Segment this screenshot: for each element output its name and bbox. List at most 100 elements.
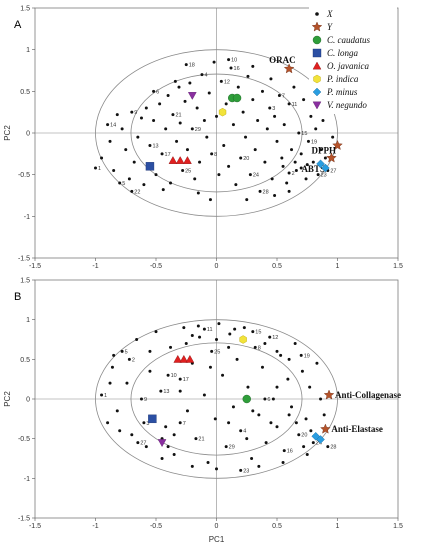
x-point bbox=[108, 139, 112, 143]
x-point bbox=[315, 361, 319, 365]
x-tick-label: -1 bbox=[92, 523, 98, 530]
sample-marker-c-longa bbox=[145, 162, 155, 171]
x-point bbox=[112, 169, 116, 172]
x-point bbox=[206, 460, 210, 464]
y-tick-label: 0 bbox=[26, 131, 30, 138]
x-point bbox=[309, 114, 313, 118]
legend-label-v-negundo: V. negundo bbox=[327, 100, 367, 110]
x-point bbox=[202, 327, 206, 331]
x-point bbox=[142, 421, 146, 425]
x-point bbox=[287, 189, 291, 193]
legend: XY C. caudatus C. longa O. javanica P. indic… bbox=[309, 6, 397, 114]
sample-marker-p-minus bbox=[316, 435, 325, 444]
x-point bbox=[287, 357, 291, 361]
x-point bbox=[239, 156, 243, 160]
x-point bbox=[321, 119, 325, 122]
x-point-number: 11 bbox=[292, 102, 298, 108]
x-point-number: 16 bbox=[287, 449, 293, 455]
x-point bbox=[275, 349, 279, 353]
x-point bbox=[256, 119, 260, 122]
x-point-number: 3 bbox=[146, 421, 149, 427]
y-tick-label: 1.5 bbox=[20, 6, 30, 13]
x-point-number: 1 bbox=[104, 393, 107, 399]
x-point bbox=[287, 413, 291, 417]
x-point bbox=[166, 94, 170, 97]
x-point-number: 19 bbox=[311, 139, 317, 145]
x-point-number: 17 bbox=[165, 152, 171, 158]
x-point bbox=[299, 353, 303, 357]
x-point bbox=[287, 171, 291, 175]
x-point-number: 25 bbox=[185, 169, 191, 175]
x-point-number: 5 bbox=[125, 349, 128, 355]
legend-label-p-minus: P. minus bbox=[326, 87, 358, 97]
x-point bbox=[132, 160, 136, 164]
y-variable-star bbox=[320, 423, 331, 434]
sample-marker-p-minus bbox=[316, 159, 325, 169]
x-point bbox=[322, 413, 326, 417]
x-point bbox=[169, 181, 173, 185]
x-point bbox=[160, 457, 164, 460]
x-point bbox=[148, 349, 152, 353]
legend-c-longa-marker bbox=[312, 48, 322, 58]
sample-marker-c-caudatus bbox=[242, 394, 251, 404]
x-point-number: 21 bbox=[198, 437, 204, 443]
x-point bbox=[331, 135, 335, 139]
x-point bbox=[172, 453, 176, 457]
x-point-number: 16 bbox=[234, 66, 240, 72]
sample-marker-o-javanica bbox=[183, 156, 192, 164]
x-point bbox=[248, 173, 252, 177]
x-point bbox=[294, 421, 298, 425]
legend-v-negundo-marker bbox=[312, 101, 322, 110]
x-point bbox=[257, 464, 261, 468]
x-point-number: 22 bbox=[134, 189, 140, 195]
x-point bbox=[305, 453, 309, 457]
x-point bbox=[219, 79, 223, 83]
x-point-number: 27 bbox=[140, 441, 146, 447]
y-variable-star bbox=[283, 63, 295, 74]
x-point bbox=[106, 421, 110, 425]
x-point bbox=[299, 152, 303, 156]
legend-label-c-caudatus: C. caudatus bbox=[327, 35, 370, 45]
x-point bbox=[154, 173, 158, 177]
x-point bbox=[302, 445, 306, 449]
x-point bbox=[127, 357, 131, 361]
x-point-number: 28 bbox=[330, 445, 336, 451]
x-point bbox=[227, 164, 231, 168]
x-point bbox=[231, 123, 235, 127]
y-variable-label: Anti-Elastase bbox=[331, 424, 383, 434]
y-variable-star bbox=[332, 139, 343, 150]
sample-marker-p-indica bbox=[239, 335, 247, 344]
inner-ellipse bbox=[130, 342, 303, 456]
x-tick-label: -0.5 bbox=[150, 263, 162, 270]
x-point bbox=[190, 464, 194, 468]
x-point bbox=[319, 148, 323, 152]
y-axis-label: PC2 bbox=[3, 391, 12, 407]
x-point bbox=[311, 160, 315, 164]
legend-o-javanica-marker bbox=[312, 61, 322, 70]
x-point bbox=[202, 393, 206, 397]
y-axis-label: PC2 bbox=[3, 125, 12, 141]
x-point bbox=[142, 183, 146, 187]
x-point bbox=[190, 127, 194, 131]
legend-label-p-indica: P. indica bbox=[326, 74, 359, 84]
legend-label-c-longa: C. longa bbox=[327, 48, 359, 58]
x-point bbox=[245, 198, 249, 202]
x-point bbox=[304, 417, 308, 421]
x-point-number: 28 bbox=[263, 189, 269, 195]
x-point bbox=[136, 441, 140, 445]
x-point bbox=[184, 63, 188, 67]
x-point bbox=[285, 181, 289, 185]
y-variable-star bbox=[326, 152, 337, 163]
x-tick-label: -1.5 bbox=[29, 523, 41, 530]
panel-letter: A bbox=[14, 19, 22, 31]
x-point bbox=[280, 156, 284, 160]
x-point bbox=[178, 421, 182, 425]
x-point bbox=[300, 369, 304, 373]
x-point bbox=[286, 377, 290, 381]
x-tick-label: 1.5 bbox=[393, 263, 403, 270]
x-point bbox=[224, 102, 228, 106]
x-point bbox=[164, 425, 168, 429]
sample-marker-v-negundo bbox=[157, 439, 167, 448]
sample-marker-c-caudatus bbox=[232, 93, 242, 103]
